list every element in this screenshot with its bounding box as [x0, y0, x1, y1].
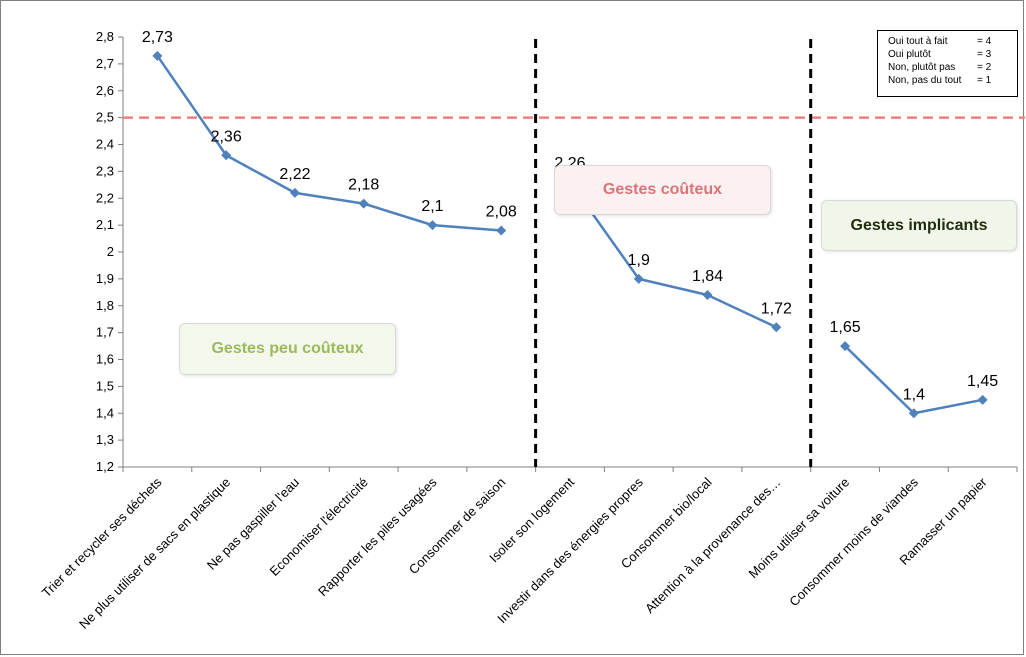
x-category-label: Attention à la provenance des…: [642, 475, 783, 616]
legend-row-value: = 2: [977, 62, 992, 73]
x-category-label: Trier et recycler ses déchets: [39, 474, 165, 600]
y-tick-label: 2,6: [96, 83, 114, 98]
legend-row-value: = 4: [977, 36, 992, 47]
y-tick-label: 1,7: [96, 325, 114, 340]
x-category-label: Consommer moins de viandes: [786, 474, 921, 609]
data-label: 2,36: [211, 128, 242, 145]
data-label: 1,9: [628, 252, 650, 269]
group-label-costly-text: Gestes coûteux: [602, 181, 723, 198]
data-point-marker: [908, 408, 919, 419]
group-label-low-cost: Gestes peu coûteux: [179, 323, 396, 375]
y-tick-label: 2,7: [96, 56, 114, 71]
y-tick-label: 2,5: [96, 110, 114, 125]
data-label: 1,45: [967, 373, 998, 390]
y-tick-label: 2: [107, 244, 114, 259]
y-tick-label: 1,5: [96, 378, 114, 393]
data-point-marker: [633, 273, 644, 284]
data-point-marker: [702, 290, 713, 300]
data-label: 2,18: [348, 177, 379, 194]
legend-row-value: = 3: [977, 49, 992, 60]
group-label-costly: Gestes coûteux: [554, 165, 771, 215]
y-tick-label: 1,3: [96, 432, 114, 447]
data-point-marker: [358, 198, 369, 209]
data-label: 2,22: [279, 166, 310, 183]
data-point-marker: [427, 220, 438, 231]
y-tick-label: 1,9: [96, 271, 114, 286]
x-category-label: Ne plus utiliser de sacs en plastique: [76, 475, 233, 632]
data-point-marker: [221, 150, 232, 161]
scale-legend: Oui tout à fait = 4 Oui plutôt = 3 Non, …: [877, 30, 1018, 97]
data-label: 1,4: [903, 386, 925, 403]
x-category-label: Rapporter les piles usagées: [315, 474, 440, 599]
y-tick-label: 1,6: [96, 352, 114, 367]
y-tick-label: 2,2: [96, 190, 114, 205]
y-tick-label: 2,3: [96, 163, 114, 178]
y-tick-label: 2,1: [96, 217, 114, 232]
legend-row: Oui plutôt = 3: [888, 48, 1011, 61]
group-label-involving: Gestes implicants: [821, 200, 1017, 251]
y-tick-label: 1,8: [96, 298, 114, 313]
legend-row: Non, pas du tout = 1: [888, 74, 1011, 87]
data-point-marker: [289, 187, 300, 198]
legend-row-label: Oui plutôt: [888, 49, 931, 60]
group-label-low-cost-text: Gestes peu coûteux: [211, 340, 364, 357]
data-label: 1,84: [692, 268, 723, 285]
group-label-involving-text: Gestes implicants: [850, 216, 988, 234]
legend-row-label: Oui tout à fait: [888, 36, 948, 47]
data-label: 1,65: [830, 319, 861, 336]
data-label: 1,72: [761, 300, 792, 317]
data-point-marker: [496, 225, 507, 236]
data-label: 2,73: [142, 29, 173, 46]
data-point-marker: [771, 322, 782, 333]
x-category-label: Investir dans des énergies propres: [494, 474, 646, 626]
data-label: 2,08: [486, 204, 517, 221]
y-tick-label: 1,2: [96, 459, 114, 474]
legend-row-label: Non, plutôt pas: [888, 62, 956, 73]
data-point-marker: [152, 50, 163, 61]
y-tick-label: 1,4: [96, 405, 114, 420]
series-line-segment: [156, 55, 502, 232]
legend-row-value: = 1: [977, 75, 992, 86]
legend-row: Oui tout à fait = 4: [888, 35, 1011, 48]
data-point-marker: [840, 341, 851, 352]
data-point-marker: [977, 394, 988, 405]
y-tick-label: 2,4: [96, 137, 114, 152]
data-label: 2,1: [421, 198, 443, 215]
series-line-segment: [568, 181, 777, 329]
y-tick-label: 2,8: [96, 29, 114, 44]
legend-row-label: Non, pas du tout: [888, 75, 962, 86]
legend-row: Non, plutôt pas = 2: [888, 61, 1011, 74]
